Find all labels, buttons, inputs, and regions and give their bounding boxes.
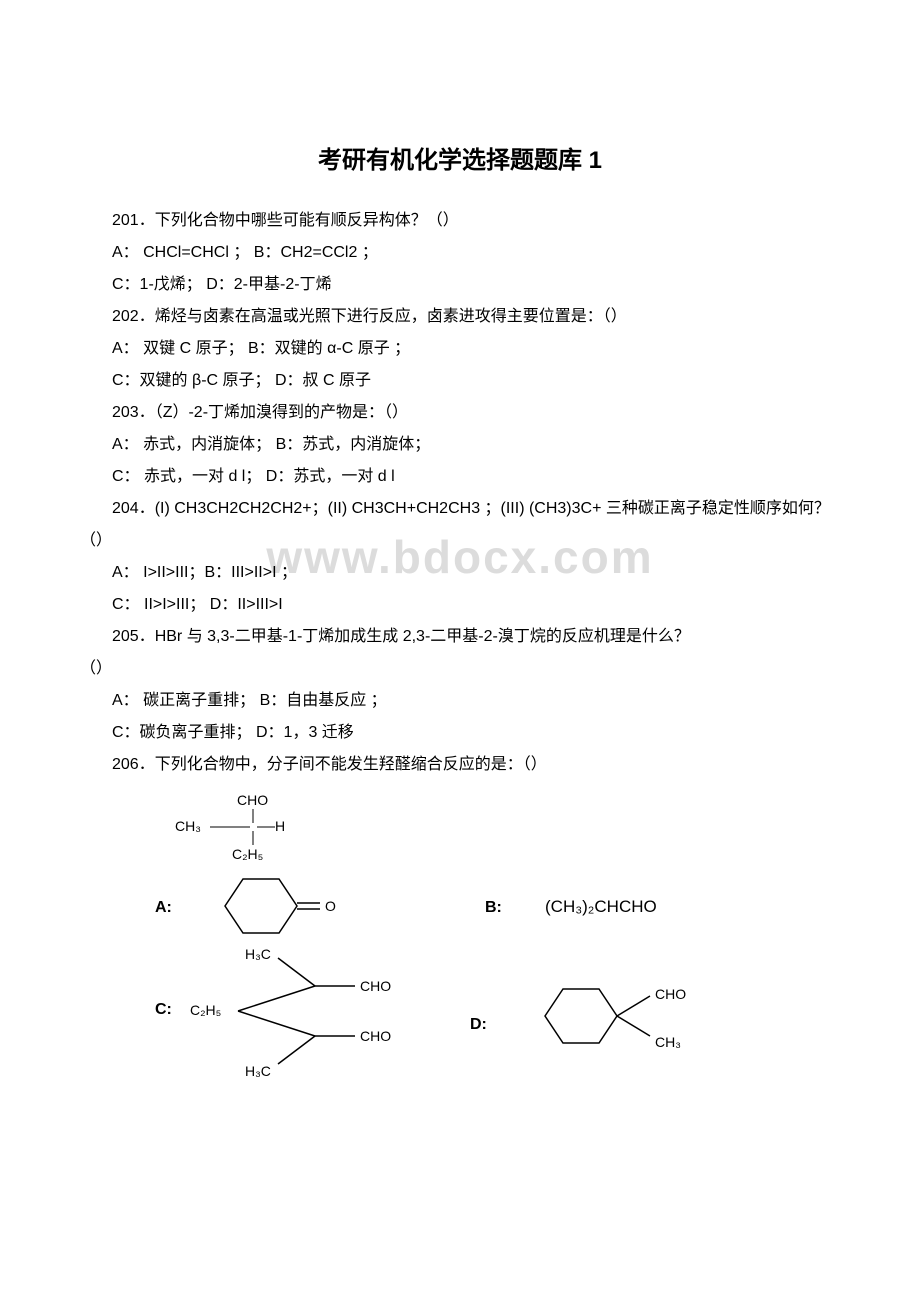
question-204: 204．(I) CH3CH2CH2CH2+；(II) CH3CH+CH2CH3 … <box>80 493 840 557</box>
cho2: CHO <box>360 1028 391 1044</box>
chemical-structures: CHO CH₃ H C₂H₅ A: O B: <box>130 791 840 1131</box>
top-structure: CHO CH₃ H C₂H₅ <box>175 791 285 866</box>
option-c-structure: H₃C CHO C₂H₅ CHO H₃C <box>190 941 420 1086</box>
question-206: 206．下列化合物中，分子间不能发生羟醛缩合反应的是：（） <box>80 749 840 781</box>
q203-option-cd: C： 赤式，一对 d l； D：苏式，一对 d l <box>80 461 840 493</box>
q205-suffix: （） <box>80 653 840 685</box>
option-d-label: D: <box>470 1016 487 1034</box>
ch3-d: CH₃ <box>655 1034 681 1050</box>
q204-option-cd: C： II>I>III； D：II>III>I <box>80 589 840 621</box>
option-a-structure: O <box>205 871 355 946</box>
c2h5-label: C₂H₅ <box>232 846 263 861</box>
q201-option-ab: A： CHCl=CHCl ； B：CH2=CCl2 ； <box>80 237 840 269</box>
question-203: 203．（Z）-2-丁烯加溴得到的产物是：（） <box>80 397 840 429</box>
question-201: 201．下列化合物中哪些可能有顺反异构体？（） <box>80 205 840 237</box>
q205-option-ab: A： 碳正离子重排； B：自由基反应 ； <box>80 685 840 717</box>
content-body: 201．下列化合物中哪些可能有顺反异构体？（） A： CHCl=CHCl ； B… <box>80 205 840 781</box>
option-a-label: A: <box>155 899 172 917</box>
question-202: 202．烯烃与卤素在高温或光照下进行反应，卤素进攻得主要位置是：（） <box>80 301 840 333</box>
option-b-formula: (CH₃)₂CHCHO <box>545 897 657 917</box>
document-content: 考研有机化学选择题题库 1 201．下列化合物中哪些可能有顺反异构体？（） A：… <box>80 140 840 1131</box>
q201-option-cd: C：1-戊烯； D：2-甲基-2-丁烯 <box>80 269 840 301</box>
ch3-label: CH₃ <box>175 818 201 834</box>
question-205: 205．HBr 与 3,3-二甲基-1-丁烯加成生成 2,3-二甲基-2-溴丁烷… <box>80 621 840 653</box>
option-c-label: C: <box>155 1001 172 1019</box>
o-label: O <box>325 898 336 914</box>
cho1: CHO <box>360 978 391 994</box>
option-b-label: B: <box>485 899 502 917</box>
q205-option-cd: C：碳负离子重排； D：1，3 迁移 <box>80 717 840 749</box>
h3c-top: H₃C <box>245 946 271 962</box>
page-title: 考研有机化学选择题题库 1 <box>80 140 840 175</box>
cho-d: CHO <box>655 986 686 1002</box>
q203-option-ab: A： 赤式，内消旋体； B：苏式，内消旋体； <box>80 429 840 461</box>
cho-label: CHO <box>237 792 268 808</box>
h3c-bottom: H₃C <box>245 1063 271 1079</box>
q202-option-ab: A： 双键 C 原子； B：双键的 α-C 原子 ； <box>80 333 840 365</box>
c2h5: C₂H₅ <box>190 1002 221 1018</box>
q202-option-cd: C：双键的 β-C 原子； D：叔 C 原子 <box>80 365 840 397</box>
option-d-structure: CHO CH₃ <box>525 971 725 1071</box>
h-label: H <box>275 818 285 834</box>
q204-option-ab: A： I>II>III；B：III>II>I ； <box>80 557 840 589</box>
